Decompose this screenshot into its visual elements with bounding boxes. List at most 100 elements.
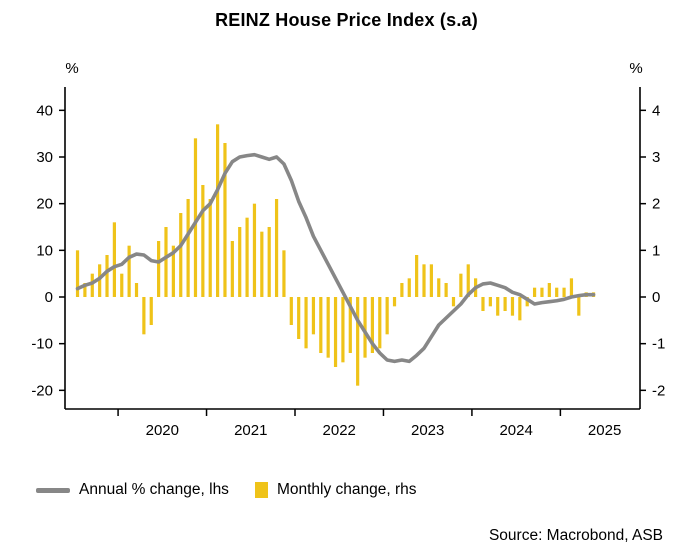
monthly-change-bar: [540, 287, 544, 297]
monthly-change-bar: [518, 297, 522, 321]
monthly-change-bar: [510, 297, 515, 316]
monthly-change-bar: [112, 222, 116, 297]
monthly-change-bar: [208, 199, 212, 297]
monthly-change-bar: [223, 143, 227, 297]
monthly-change-bar: [459, 273, 463, 297]
monthly-change-bar: [90, 273, 94, 297]
monthly-change-bar: [415, 255, 419, 297]
line-series-swatch: [36, 487, 70, 493]
chart-title: REINZ House Price Index (s.a): [215, 10, 478, 30]
right-axis-tick-label: -1: [652, 336, 665, 353]
monthly-change-bar: [451, 297, 456, 307]
monthly-change-bar: [429, 264, 433, 297]
monthly-change-bar: [400, 283, 404, 297]
left-axis-unit-label: %: [65, 60, 78, 77]
monthly-change-bar: [503, 297, 507, 311]
monthly-change-bar: [311, 297, 316, 335]
monthly-change-bar: [333, 297, 338, 367]
monthly-change-bar: [392, 297, 397, 307]
monthly-change-bar: [142, 297, 146, 335]
monthly-change-bar: [134, 283, 139, 297]
monthly-change-bar: [179, 213, 183, 297]
monthly-change-bar: [304, 297, 308, 349]
monthly-change-bar: [238, 227, 242, 297]
monthly-change-bar: [164, 227, 168, 297]
x-axis-year-label: 2025: [588, 422, 621, 439]
monthly-change-bar: [547, 283, 551, 297]
right-axis-tick-label: -2: [652, 382, 665, 399]
legend-label-monthly-change: Monthly change, rhs: [276, 481, 417, 498]
monthly-change-bar: [319, 297, 323, 353]
monthly-change-bar: [488, 297, 492, 307]
monthly-change-bar: [260, 231, 264, 297]
monthly-change-bar: [466, 264, 470, 297]
left-axis-tick-label: 0: [45, 289, 53, 306]
monthly-change-bar: [444, 283, 448, 297]
right-axis-tick-label: 3: [652, 149, 660, 166]
monthly-change-bar: [83, 283, 87, 297]
monthly-change-bar: [98, 264, 102, 297]
monthly-change-bar: [341, 297, 345, 363]
monthly-change-bar: [245, 217, 249, 297]
left-axis-tick-label: 10: [36, 242, 53, 259]
monthly-change-bar: [555, 287, 559, 297]
monthly-change-bar: [297, 297, 301, 339]
monthly-change-bar: [422, 264, 426, 297]
annual-change-line: [75, 152, 596, 364]
monthly-change-bar: [120, 273, 124, 297]
monthly-change-bar: [348, 297, 352, 353]
legend: Annual % change, lhs Monthly change, rhs: [36, 481, 417, 499]
monthly-change-bar: [186, 199, 190, 297]
right-axis-tick-label: 1: [652, 242, 660, 259]
left-axis-tick-label: -10: [31, 336, 53, 353]
monthly-change-bar: [216, 124, 220, 297]
left-axis-tick-label: 20: [36, 196, 53, 213]
monthly-change-bar: [157, 241, 161, 297]
monthly-change-bar: [378, 297, 382, 349]
monthly-change-bar: [252, 203, 257, 297]
monthly-change-bar: [496, 297, 500, 316]
monthly-change-bar: [149, 297, 153, 325]
legend-label-annual-change: Annual % change, lhs: [79, 481, 229, 498]
x-axis-year-label: 2023: [411, 422, 444, 439]
monthly-change-bar: [370, 297, 374, 353]
x-axis-year-label: 2024: [499, 422, 532, 439]
legend-item-annual-change: Annual % change, lhs: [36, 481, 229, 499]
right-axis-tick-label: 4: [652, 102, 660, 119]
left-axis-tick-label: -20: [31, 382, 53, 399]
monthly-change-bar: [193, 138, 198, 297]
monthly-change-bar: [230, 241, 234, 297]
monthly-change-bar: [569, 278, 574, 297]
monthly-change-bar: [363, 297, 367, 358]
monthly-change-bar: [127, 245, 131, 297]
monthly-change-bar: [481, 297, 485, 311]
monthly-change-bar: [289, 297, 293, 325]
left-axis-tick-label: 30: [36, 149, 53, 166]
monthly-change-bar: [577, 297, 581, 316]
source-note: Source: Macrobond, ASB: [488, 527, 663, 544]
monthly-change-bar: [267, 227, 271, 297]
monthly-change-bar: [407, 278, 411, 297]
monthly-change-bar: [274, 199, 279, 297]
monthly-change-bar: [437, 278, 441, 297]
monthly-change-bar: [201, 185, 205, 297]
monthly-change-bar: [562, 287, 566, 297]
x-axis-year-label: 2020: [146, 422, 179, 439]
monthly-change-bar: [326, 297, 330, 358]
monthly-change-bar: [75, 250, 80, 297]
x-axis-year-label: 2021: [234, 422, 267, 439]
monthly-change-bar: [105, 255, 109, 297]
bar-series-swatch: [254, 482, 268, 498]
monthly-change-bar: [356, 297, 360, 386]
right-axis-unit-label: %: [629, 60, 642, 77]
right-axis-tick-label: 2: [652, 196, 660, 213]
monthly-change-bar: [171, 245, 175, 297]
right-axis-tick-label: 0: [652, 289, 660, 306]
left-axis-tick-label: 40: [36, 102, 53, 119]
legend-item-monthly-change: Monthly change, rhs: [254, 481, 417, 499]
monthly-change-bar: [282, 250, 286, 297]
x-axis-year-label: 2022: [323, 422, 356, 439]
monthly-change-bar: [532, 287, 537, 297]
